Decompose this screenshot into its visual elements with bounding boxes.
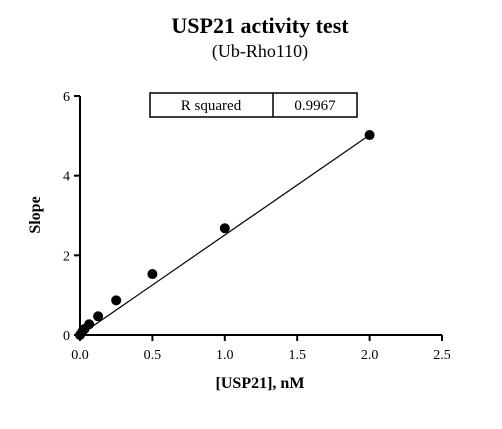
r-squared-label: R squared (181, 98, 242, 114)
axes: 0.0 0.5 1.0 1.5 2.0 2.5 0 2 4 6 (63, 90, 451, 363)
y-tick-label: 6 (63, 90, 70, 105)
x-tick-label: 0.5 (144, 348, 162, 363)
data-point (364, 130, 375, 141)
chart-title: USP21 activity test (171, 13, 349, 38)
x-axis-label: [USP21], nM (216, 375, 305, 392)
x-tick-label: 1.0 (216, 348, 234, 363)
y-tick-label: 2 (63, 249, 70, 264)
data-point (84, 319, 95, 330)
r-squared-box-border (149, 92, 358, 118)
x-tick-label: 2.5 (433, 348, 451, 363)
y-tick-label: 4 (63, 170, 70, 185)
data-points (75, 130, 375, 340)
data-point (111, 295, 122, 306)
y-axis-label: Slope (27, 196, 44, 233)
r-squared-box: R squared 0.9967 (149, 92, 358, 118)
y-tick-label: 0 (63, 329, 70, 344)
x-tick-label: 1.5 (288, 348, 306, 363)
x-tick-label: 0.0 (71, 348, 89, 363)
fit-line (79, 134, 370, 336)
x-tick-label: 2.0 (361, 348, 379, 363)
r-squared-value: 0.9967 (294, 98, 336, 114)
data-point (147, 269, 158, 280)
data-point (93, 311, 104, 322)
fit-line-group (79, 134, 370, 336)
chart-subtitle: (Ub-Rho110) (212, 41, 308, 62)
data-point (219, 223, 230, 234)
